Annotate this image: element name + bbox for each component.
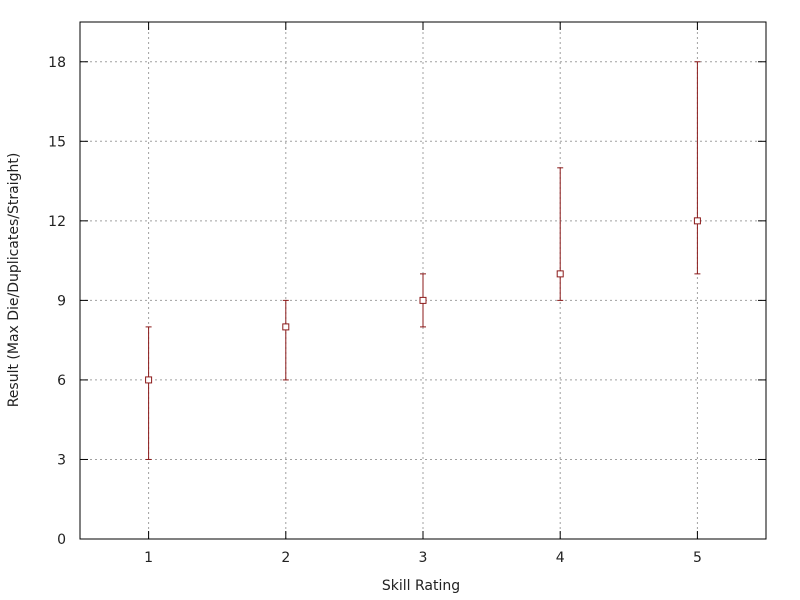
x-tick-label: 2 bbox=[281, 550, 290, 566]
axis-layer bbox=[79, 21, 767, 540]
data-point-marker bbox=[419, 296, 427, 304]
data-point-marker bbox=[145, 376, 153, 384]
data-point-marker bbox=[282, 323, 290, 331]
y-tick-label: 3 bbox=[57, 452, 66, 468]
x-tick-label: 4 bbox=[556, 550, 565, 566]
data-layer bbox=[145, 61, 701, 460]
y-tick-label: 12 bbox=[48, 214, 66, 230]
x-tick-label: 3 bbox=[419, 550, 428, 566]
y-tick-label: 15 bbox=[48, 134, 66, 150]
y-tick-label: 9 bbox=[57, 293, 66, 309]
x-tick-label: 5 bbox=[693, 550, 702, 566]
data-point-marker bbox=[693, 217, 701, 225]
y-axis-label: Result (Max Die/Duplicates/Straight) bbox=[6, 153, 22, 408]
y-tick-label: 6 bbox=[57, 373, 66, 389]
x-tick-label: 1 bbox=[144, 550, 153, 566]
data-point-marker bbox=[556, 270, 564, 278]
x-axis-label: Skill Rating bbox=[382, 578, 460, 594]
y-tick-label: 18 bbox=[48, 55, 66, 71]
y-tick-label: 0 bbox=[57, 532, 66, 548]
